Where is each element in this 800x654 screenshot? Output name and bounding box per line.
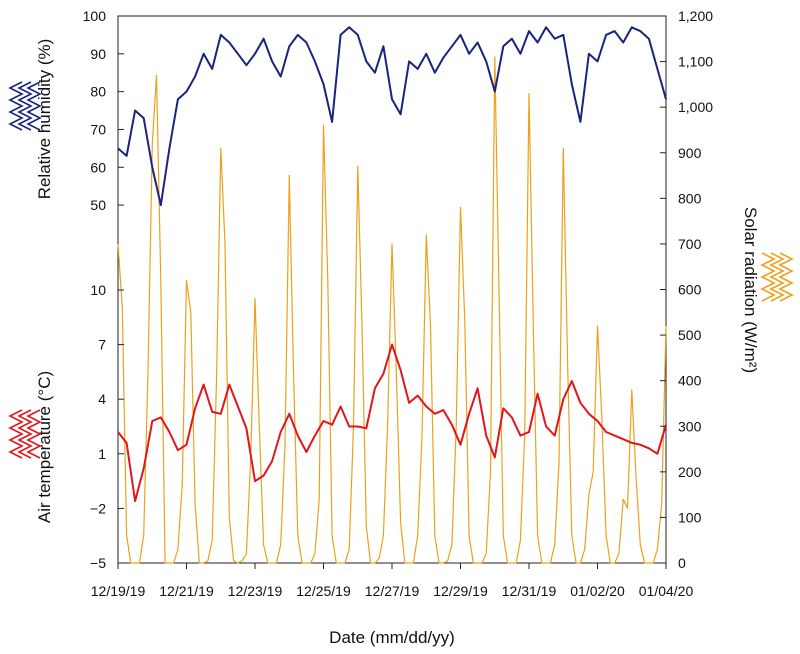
- x-tick-label: 12/21/19: [159, 583, 214, 599]
- radiation-tick-label: 300: [678, 418, 702, 434]
- temperature-tick-label: 1: [98, 446, 106, 462]
- radiation-tick-label: 0: [678, 555, 686, 571]
- temperature-tick-label: 10: [90, 282, 106, 298]
- x-axis-title: Date (mm/dd/yy): [329, 628, 455, 647]
- x-tick-label: 01/04/20: [639, 583, 694, 599]
- radiation-tick-label: 1,100: [678, 54, 713, 70]
- x-tick-label: 01/02/20: [570, 583, 625, 599]
- temperature-tick-label: −2: [90, 500, 106, 516]
- radiation-tick-label: 500: [678, 327, 702, 343]
- humidity-tick-label: 100: [83, 8, 107, 24]
- humidity-series-line: [117, 26, 667, 207]
- ticks-layer: 100 90 80 70 60 50 10 7 4 1 −2 −5 1,200 1,100 1,000 900…: [83, 8, 714, 599]
- x-tick-label: 12/27/19: [365, 583, 420, 599]
- series-layer: [117, 26, 667, 564]
- temperature-tick-label: 7: [98, 337, 106, 353]
- radiation-tick-label: 100: [678, 509, 702, 525]
- humidity-tick-label: 80: [90, 84, 106, 100]
- radiation-tick-label: 900: [678, 145, 702, 161]
- humidity-tick-label: 90: [90, 46, 106, 62]
- humidity-tick-label: 70: [90, 121, 106, 137]
- radiation-tick-label: 600: [678, 282, 702, 298]
- axis-labels: Relative humidity (%) Air temperature (°…: [35, 39, 760, 647]
- humidity-legend-swatch: [8, 81, 42, 131]
- radiation-tick-label: 400: [678, 373, 702, 389]
- temperature-legend-swatch: [8, 409, 42, 459]
- legend-swatches: [8, 81, 794, 459]
- x-tick-label: 12/23/19: [228, 583, 283, 599]
- temperature-series-line: [117, 343, 667, 503]
- humidity-legend-swatch-group: [8, 81, 42, 131]
- x-tick-label: 12/19/19: [91, 583, 146, 599]
- x-tick-label: 12/29/19: [433, 583, 488, 599]
- humidity-tick-label: 50: [90, 197, 106, 213]
- humidity-axis-title: Relative humidity (%): [35, 39, 54, 200]
- radiation-legend-swatch: [760, 252, 794, 302]
- radiation-axis-title: Solar radiation (W/m²): [741, 207, 760, 373]
- temperature-tick-label: −5: [90, 555, 106, 571]
- temperature-legend-swatch-group: [8, 409, 42, 459]
- radiation-tick-label: 1,000: [678, 99, 713, 115]
- radiation-tick-label: 800: [678, 190, 702, 206]
- radiation-tick-label: 700: [678, 236, 702, 252]
- radiation-tick-label: 200: [678, 464, 702, 480]
- radiation-legend-swatch-group: [760, 252, 794, 302]
- x-tick-label: 12/25/19: [296, 583, 351, 599]
- humidity-tick-label: 60: [90, 159, 106, 175]
- temperature-axis-title: Air temperature (°C): [35, 371, 54, 523]
- radiation-tick-label: 1,200: [678, 8, 713, 24]
- temperature-tick-label: 4: [98, 391, 106, 407]
- radiation-series-line: [117, 56, 667, 564]
- x-tick-label: 12/31/19: [502, 583, 557, 599]
